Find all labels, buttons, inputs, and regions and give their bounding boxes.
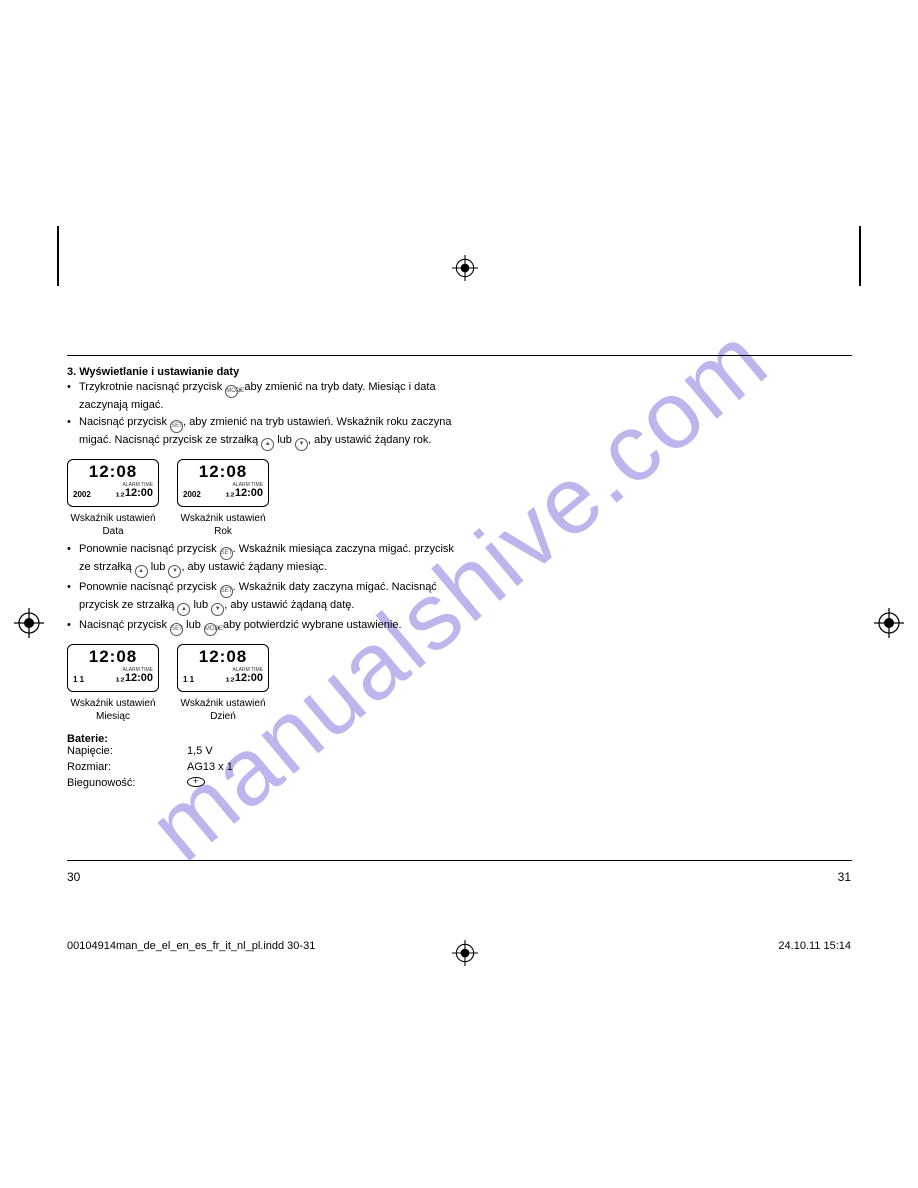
crop-mark — [57, 226, 59, 286]
spec-key: Rozmiar: — [67, 761, 187, 773]
lcd-alarm-time: ₁₂12:00 — [115, 488, 153, 499]
polarity-icon — [187, 777, 205, 790]
down-arrow-icon: ▼ — [168, 565, 181, 578]
caption-line: Wskaźnik ustawień — [180, 513, 265, 524]
lcd-block-data: 12:08 2002 ALARM TIME ₁₂12:00 Wskaźnik u… — [67, 459, 159, 538]
lcd-time: 12:08 — [73, 648, 153, 665]
divider — [67, 355, 852, 356]
registration-mark-icon — [14, 608, 44, 641]
footer-datetime: 24.10.11 15:14 — [778, 940, 851, 952]
spec-key: Napięcie: — [67, 745, 187, 757]
bullet-list: Trzykrotnie nacisnąć przycisk MODE, aby … — [67, 380, 467, 451]
list-item: Ponownie nacisnąć przycisk SET. Wskaźnik… — [67, 542, 467, 578]
lcd-year: 2002 — [73, 490, 91, 499]
spec-value: AG13 x 1 — [187, 761, 233, 773]
down-arrow-icon: ▼ — [211, 603, 224, 616]
lcd-block-dzien: 12:08 1 1 ALARM TIME ₁₂12:00 Wskaźnik us… — [177, 644, 269, 723]
battery-heading: Baterie: — [67, 733, 467, 745]
footer-filename: 00104914man_de_el_en_es_fr_it_nl_pl.indd… — [67, 940, 315, 952]
lcd-time: 12:08 — [183, 648, 263, 665]
caption-line: Miesiąc — [96, 711, 130, 722]
lcd-block-miesiac: 12:08 1 1 ALARM TIME ₁₂12:00 Wskaźnik us… — [67, 644, 159, 723]
spec-key: Biegunowość: — [67, 777, 187, 790]
list-item: Nacisnąć przycisk SET lub MODE, aby potw… — [67, 618, 467, 636]
mode-button-icon: MODE — [204, 623, 217, 636]
lcd-month-date: 1 1 — [73, 675, 84, 684]
lcd-block-rok: 12:08 2002 ALARM TIME ₁₂12:00 Wskaźnik u… — [177, 459, 269, 538]
spec-value: 1,5 V — [187, 745, 213, 757]
lcd-row: 12:08 1 1 ALARM TIME ₁₂12:00 Wskaźnik us… — [67, 644, 467, 723]
registration-mark-icon — [874, 608, 904, 641]
caption-line: Dzień — [210, 711, 236, 722]
caption-line: Wskaźnik ustawień — [180, 698, 265, 709]
registration-mark-icon — [452, 255, 478, 284]
list-item: Ponownie nacisnąć przycisk SET. Wskaźnik… — [67, 580, 467, 616]
lcd-time: 12:08 — [183, 463, 263, 480]
section-title: 3. Wyświetlanie i ustawianie daty — [67, 366, 467, 378]
list-item: Trzykrotnie nacisnąć przycisk MODE, aby … — [67, 380, 467, 413]
set-button-icon: SET — [220, 547, 233, 560]
lcd-row: 12:08 2002 ALARM TIME ₁₂12:00 Wskaźnik u… — [67, 459, 467, 538]
caption-line: Wskaźnik ustawień — [70, 513, 155, 524]
down-arrow-icon: ▼ — [295, 438, 308, 451]
list-item: Nacisnąć przycisk SET, aby zmienić na tr… — [67, 415, 467, 451]
lcd-alarm-time: ₁₂12:00 — [225, 488, 263, 499]
up-arrow-icon: ▲ — [177, 603, 190, 616]
set-button-icon: SET — [170, 420, 183, 433]
bullet-list: Ponownie nacisnąć przycisk SET. Wskaźnik… — [67, 542, 467, 636]
caption-line: Data — [102, 526, 123, 537]
lcd-alarm-time: ₁₂12:00 — [115, 673, 153, 684]
mode-button-icon: MODE — [225, 385, 238, 398]
page-number-left: 30 — [67, 870, 80, 884]
lcd-month-date: 1 1 — [183, 675, 194, 684]
crop-mark — [859, 226, 861, 286]
set-button-icon: SET — [170, 623, 183, 636]
lcd-year: 2002 — [183, 490, 201, 499]
battery-spec: Baterie: Napięcie: 1,5 V Rozmiar: AG13 x… — [67, 733, 467, 790]
lcd-alarm-time: ₁₂12:00 — [225, 673, 263, 684]
up-arrow-icon: ▲ — [261, 438, 274, 451]
divider — [67, 860, 852, 861]
up-arrow-icon: ▲ — [135, 565, 148, 578]
lcd-time: 12:08 — [73, 463, 153, 480]
caption-line: Wskaźnik ustawień — [70, 698, 155, 709]
caption-line: Rok — [214, 526, 232, 537]
registration-mark-icon — [452, 940, 478, 969]
set-button-icon: SET — [220, 585, 233, 598]
page-number-right: 31 — [838, 870, 851, 884]
